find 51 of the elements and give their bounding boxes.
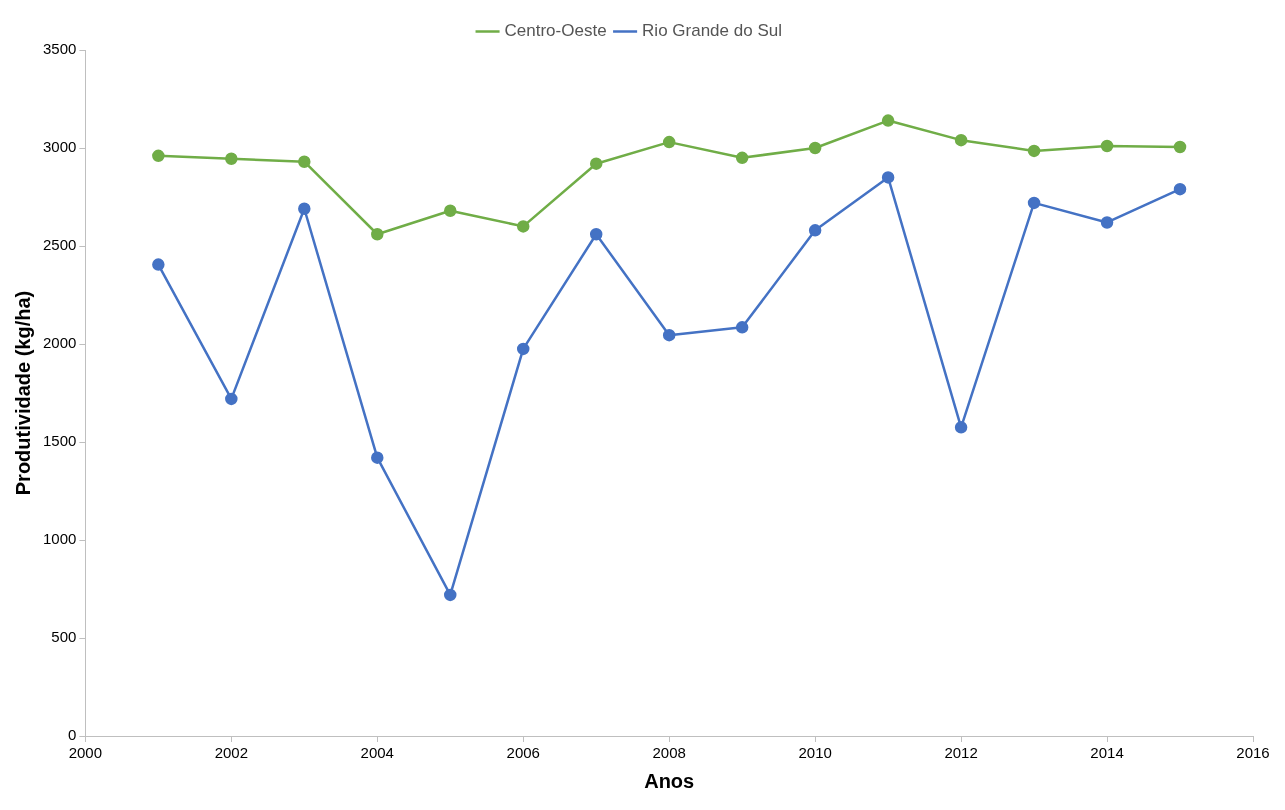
point (444, 588, 457, 602)
point (881, 114, 895, 127)
x-tick-label: 2004 (360, 744, 394, 762)
x-tick-label: 2016 (1236, 744, 1270, 762)
point (881, 171, 895, 184)
point (1100, 139, 1114, 153)
point (808, 224, 822, 237)
point (735, 321, 749, 334)
point (225, 392, 238, 406)
point (808, 141, 822, 155)
point (225, 152, 238, 166)
y-axis-title: Produtividade (kg/ha) (11, 290, 34, 496)
point (954, 133, 968, 147)
point (298, 155, 311, 168)
point (1100, 216, 1114, 229)
point (1173, 140, 1187, 154)
x-tick-label: 2010 (798, 744, 832, 762)
y-tick-label: 3500 (42, 40, 77, 58)
x-tick-label: 2014 (1090, 744, 1124, 762)
y-tick-label: 500 (51, 628, 77, 646)
point (298, 202, 311, 216)
point (444, 204, 457, 217)
x-tick-label: 2008 (652, 744, 686, 762)
x-tick-label: 2000 (68, 744, 103, 762)
y-tick-label: 1000 (42, 530, 77, 548)
point (516, 342, 530, 356)
point (589, 227, 603, 241)
x-tick-label: 2012 (944, 744, 978, 762)
point (1173, 182, 1187, 196)
y-tick-label: 0 (68, 726, 77, 744)
point (662, 135, 676, 149)
point (589, 157, 603, 170)
x-axis-title: Anos (644, 769, 695, 792)
y-tick-label: 3000 (42, 138, 77, 156)
x-tick-label: 2002 (214, 744, 249, 762)
point (662, 328, 676, 342)
y-tick-label: 1500 (42, 432, 77, 450)
y-tick-label: 2500 (42, 236, 77, 254)
point (735, 151, 749, 165)
point (1027, 196, 1041, 210)
point (1027, 144, 1041, 158)
x-tick-label: 2006 (506, 744, 540, 762)
point (152, 258, 165, 271)
point (516, 220, 530, 233)
point (954, 421, 968, 434)
point (371, 227, 384, 241)
y-tick-label: 2000 (42, 334, 77, 352)
legend-label: Centro-Oeste (504, 21, 607, 41)
point (371, 451, 384, 464)
point (152, 149, 165, 163)
legend-label: Rio Grande do Sul (642, 21, 782, 41)
